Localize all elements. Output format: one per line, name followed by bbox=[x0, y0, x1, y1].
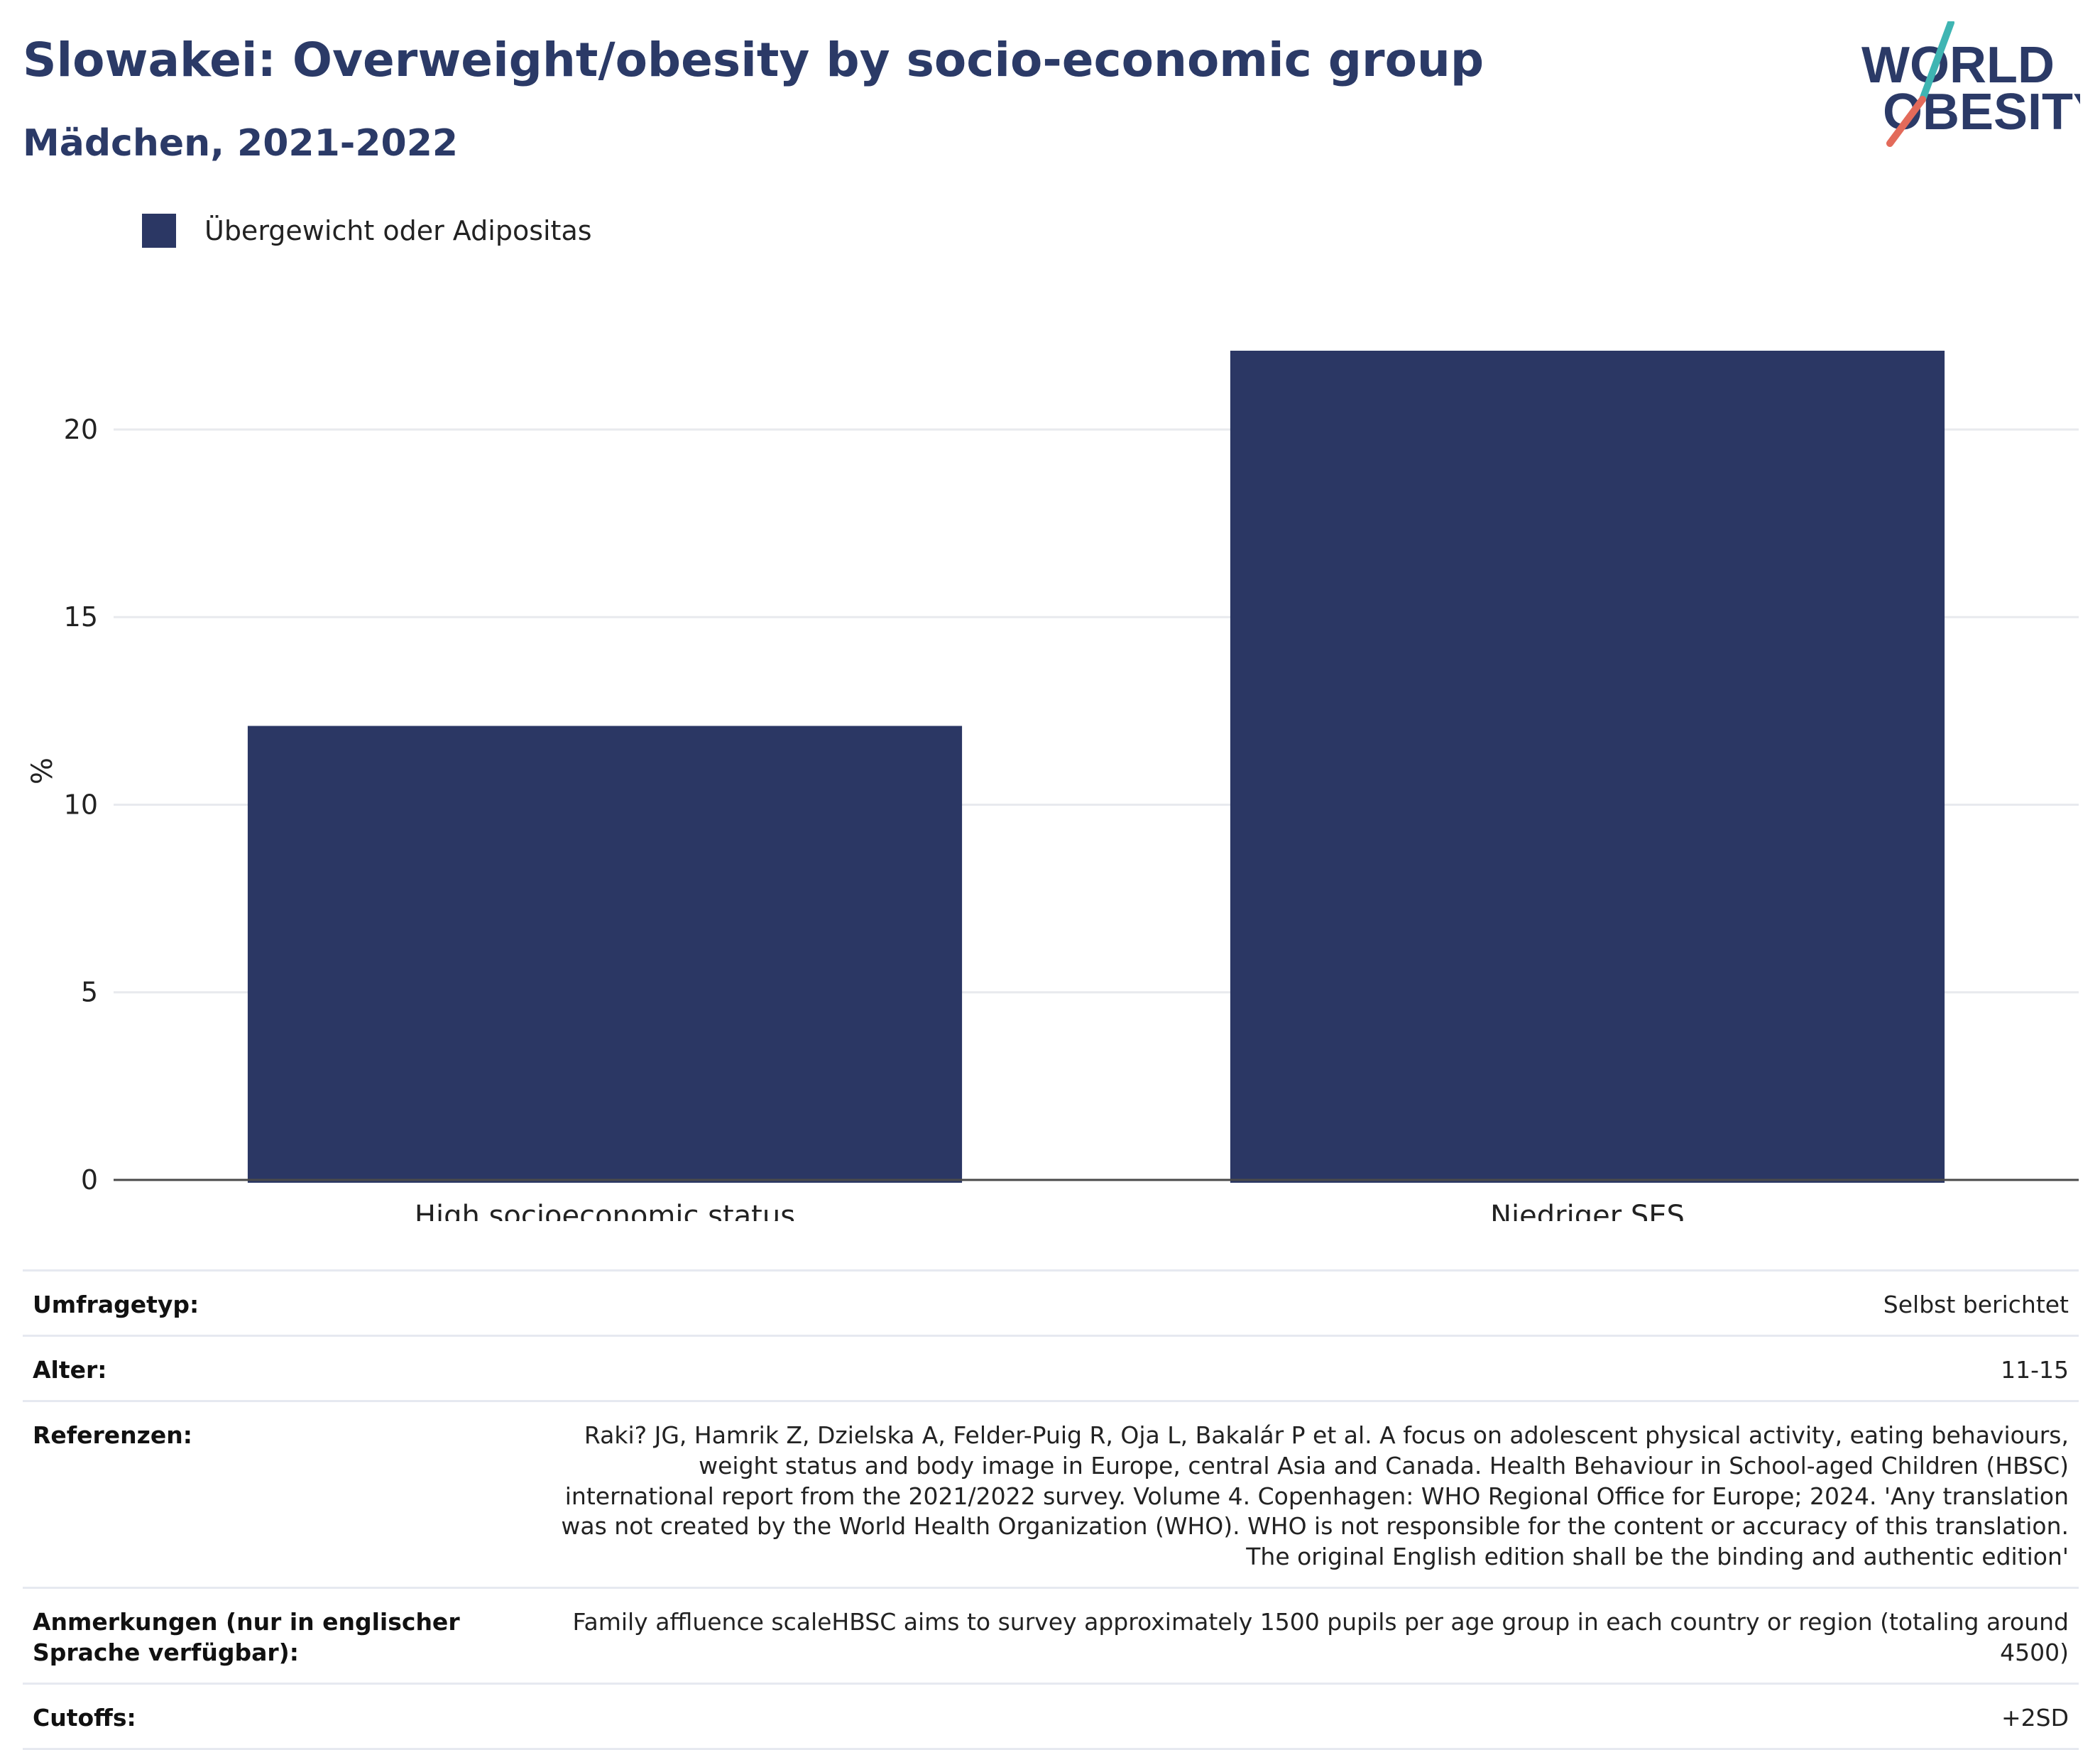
y-tick-label: 10 bbox=[64, 789, 98, 820]
meta-key: Alter: bbox=[33, 1355, 107, 1384]
meta-key: Umfragetyp: bbox=[33, 1291, 199, 1318]
meta-row-age: Alter: 11-15 bbox=[23, 1334, 2079, 1400]
x-tick-labels: High socioeconomic status Niedriger SES bbox=[415, 1200, 1685, 1221]
bar bbox=[1230, 350, 1945, 1183]
metadata-table: Umfragetyp: Selbst berichtet Alter: 11-1… bbox=[23, 1269, 2079, 1750]
meta-row-notes: Anmerkungen (nur in englischer Sprache v… bbox=[23, 1587, 2079, 1683]
logo-slash-teal bbox=[1919, 21, 1954, 103]
chart-title: Slowakei: Overweight/obesity by socio-ec… bbox=[23, 33, 1484, 87]
meta-row-references: Referenzen: Raki? JG, Hamrik Z, Dzielska… bbox=[23, 1399, 2079, 1587]
x-tick-label: Niedriger SES bbox=[1490, 1200, 1685, 1221]
y-tick-label: 5 bbox=[81, 977, 98, 1008]
meta-key: Cutoffs: bbox=[33, 1704, 136, 1732]
chart-legend: Übergewicht oder Adipositas bbox=[142, 212, 592, 250]
bars bbox=[247, 350, 1945, 1183]
logo-line1: WORLD bbox=[1861, 37, 2055, 94]
meta-value: Raki? JG, Hamrik Z, Dzielska A, Felder-P… bbox=[561, 1421, 2069, 1571]
legend-swatch bbox=[142, 214, 176, 248]
meta-key: Referenzen: bbox=[33, 1421, 192, 1449]
meta-value: Family affluence scaleHBSC aims to surve… bbox=[572, 1608, 2069, 1667]
legend-label: Übergewicht oder Adipositas bbox=[204, 215, 592, 246]
bar bbox=[247, 726, 963, 1183]
chart-subtitle: Mädchen, 2021-2022 bbox=[23, 122, 459, 165]
meta-key: Anmerkungen (nur in englischer Sprache v… bbox=[33, 1608, 460, 1667]
logo-slash-coral bbox=[1886, 96, 1926, 147]
y-tick-labels: 0 5 10 15 20 bbox=[64, 414, 98, 1196]
x-tick-label: High socioeconomic status bbox=[415, 1200, 795, 1221]
y-tick-label: 15 bbox=[64, 601, 98, 633]
meta-value: +2SD bbox=[2001, 1704, 2069, 1732]
world-obesity-logo: WORLD OBESITY bbox=[1861, 21, 2080, 147]
meta-row-survey-type: Umfragetyp: Selbst berichtet bbox=[23, 1269, 2079, 1335]
y-tick-label: 20 bbox=[64, 414, 98, 445]
meta-row-cutoffs: Cutoffs: +2SD bbox=[23, 1683, 2079, 1750]
y-tick-label: 0 bbox=[81, 1164, 98, 1196]
bar-chart: 0 5 10 15 20 High socioeconomic status Niedri… bbox=[64, 350, 2079, 1221]
meta-value: 11-15 bbox=[2001, 1355, 2069, 1384]
meta-value: Selbst berichtet bbox=[1883, 1291, 2069, 1318]
